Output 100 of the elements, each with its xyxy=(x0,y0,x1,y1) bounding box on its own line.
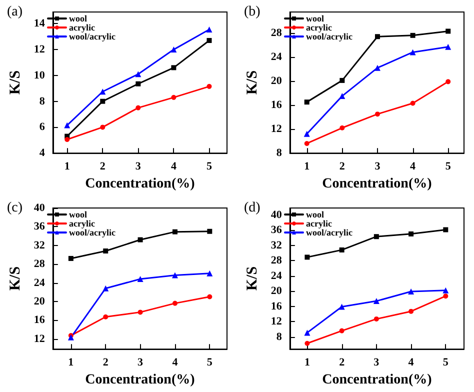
y-tick-label: 28 xyxy=(270,254,282,267)
x-axis-title: Concentration(%) xyxy=(322,176,432,192)
point xyxy=(207,228,212,234)
point xyxy=(304,140,310,146)
point xyxy=(410,32,416,38)
x-tick-label: 2 xyxy=(100,160,106,173)
x-tick-label: 1 xyxy=(64,160,70,173)
x-axis-title: Concentration(%) xyxy=(85,372,196,388)
y-axis-title: K/S xyxy=(244,266,260,291)
x-tick-label: 4 xyxy=(172,356,178,369)
x-tick-label: 4 xyxy=(170,160,177,173)
y-tick-label: 20 xyxy=(270,75,282,88)
y-tick-label: 12 xyxy=(270,123,282,136)
x-tick-label: 3 xyxy=(138,356,144,369)
point xyxy=(339,247,344,252)
point xyxy=(170,46,177,53)
point xyxy=(374,34,380,40)
legend-label: acrylic xyxy=(306,218,332,228)
point xyxy=(442,287,449,294)
point xyxy=(138,310,143,315)
chart-title: (a) xyxy=(7,4,23,20)
x-tick-label: 5 xyxy=(206,356,213,369)
x-tick-label: 1 xyxy=(304,160,310,173)
y-tick-label: 16 xyxy=(270,300,282,312)
y-tick-label: 20 xyxy=(34,295,46,308)
x-tick-label: 5 xyxy=(442,356,449,369)
point xyxy=(373,298,380,304)
y-tick-label: 6 xyxy=(39,121,46,134)
chart-title: (b) xyxy=(244,4,261,20)
x-tick-label: 5 xyxy=(206,160,212,173)
point xyxy=(135,71,142,78)
legend-label: wool xyxy=(306,210,324,220)
y-axis-title: K/S xyxy=(8,70,24,95)
y-tick-label: 4 xyxy=(39,147,46,160)
legend-label: acrylic xyxy=(69,22,95,32)
y-tick-label: 28 xyxy=(270,27,282,40)
y-tick-label: 40 xyxy=(34,202,46,214)
y-tick-label: 8 xyxy=(39,95,46,108)
chart-title: (d) xyxy=(244,200,261,216)
point xyxy=(446,79,451,84)
y-tick-label: 28 xyxy=(34,258,46,270)
x-tick-label: 2 xyxy=(339,160,346,173)
legend-label: acrylic xyxy=(69,218,95,228)
point xyxy=(410,100,416,106)
point xyxy=(207,294,212,300)
x-tick-label: 2 xyxy=(102,356,109,369)
y-tick-label: 8 xyxy=(276,330,282,343)
point xyxy=(304,130,310,137)
point xyxy=(340,125,345,130)
point xyxy=(100,88,106,95)
point xyxy=(136,105,141,110)
point xyxy=(445,44,452,50)
legend-label: wool/acrylic xyxy=(306,32,352,42)
y-tick-label: 16 xyxy=(270,99,282,112)
point xyxy=(137,276,144,282)
point xyxy=(103,248,108,254)
x-tick-label: 1 xyxy=(304,356,310,369)
x-tick-label: 5 xyxy=(445,160,452,173)
x-axis-title: Concentration(%) xyxy=(322,372,432,388)
y-tick-label: 16 xyxy=(34,314,46,326)
point xyxy=(64,122,70,128)
y-tick-label: 12 xyxy=(34,332,46,345)
x-tick-label: 2 xyxy=(339,356,346,369)
point xyxy=(103,314,108,320)
x-tick-label: 4 xyxy=(408,356,414,369)
y-tick-label: 24 xyxy=(34,276,46,289)
point xyxy=(374,112,380,117)
point xyxy=(100,124,106,130)
point xyxy=(338,304,345,310)
point xyxy=(408,231,414,236)
y-tick-label: 8 xyxy=(276,147,282,160)
point xyxy=(340,78,345,83)
point xyxy=(339,328,344,334)
point xyxy=(443,227,448,232)
legend-label: wool/acrylic xyxy=(69,228,116,238)
x-tick-label: 3 xyxy=(135,160,142,173)
point xyxy=(68,256,74,261)
legend-label: wool xyxy=(69,210,88,220)
point xyxy=(446,28,451,34)
x-tick-label: 1 xyxy=(68,356,74,369)
y-tick-label: 36 xyxy=(270,224,282,236)
point xyxy=(102,285,109,292)
y-tick-label: 36 xyxy=(34,220,46,233)
point xyxy=(172,272,178,278)
x-tick-label: 3 xyxy=(374,356,380,369)
point xyxy=(136,81,141,86)
y-tick-label: 24 xyxy=(270,270,282,282)
legend-label: wool/acrylic xyxy=(306,228,352,238)
x-axis-title: Concentration(%) xyxy=(85,176,196,192)
point xyxy=(374,234,379,240)
point xyxy=(408,288,414,295)
legend-label: wool/acrylic xyxy=(69,32,116,42)
point xyxy=(206,38,212,43)
point xyxy=(171,94,176,100)
point xyxy=(408,308,414,314)
legend-label: wool xyxy=(69,14,88,24)
y-tick-label: 10 xyxy=(34,69,46,82)
point xyxy=(304,254,310,260)
point xyxy=(172,229,178,234)
y-tick-label: 32 xyxy=(34,239,46,252)
